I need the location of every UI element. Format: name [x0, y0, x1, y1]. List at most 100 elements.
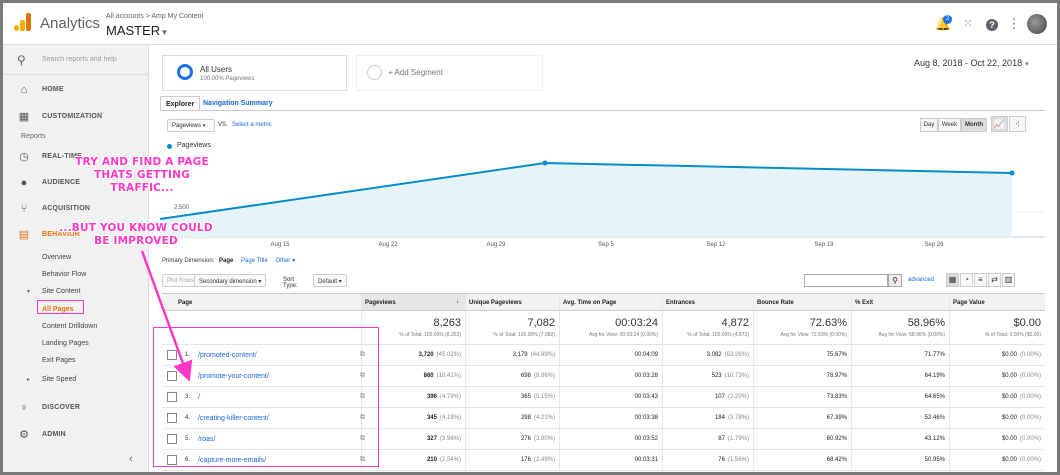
col-header-label: Unique Pageviews	[469, 300, 522, 306]
sidebar-search[interactable]: ⚲ Search reports and help	[3, 45, 149, 75]
avatar[interactable]	[1027, 14, 1047, 34]
page-link[interactable]: /capture-more-emails/	[198, 457, 267, 464]
table-search-input[interactable]	[804, 274, 888, 287]
col-header-avg-time[interactable]: Avg. Time on Page	[560, 294, 663, 310]
col-header-unique-pageviews[interactable]: Unique Pageviews	[466, 294, 560, 310]
sidebar-item-label: CUSTOMIZATION	[42, 113, 103, 120]
line-chart-icon[interactable]: 📈	[991, 116, 1008, 132]
sidebar-sub-site-speed[interactable]: ▸ Site Speed	[27, 376, 76, 383]
account-selector[interactable]: MASTER ▾	[106, 23, 167, 38]
entrances-cell: 184 (3.78%)	[663, 408, 754, 428]
advanced-filter-link[interactable]: advanced	[908, 277, 935, 283]
dimension-page[interactable]: Page	[219, 258, 234, 264]
total-value: 58.96%	[907, 317, 945, 329]
analytics-logo-icon[interactable]	[14, 13, 32, 31]
bounce-rate-cell: 73.83%	[754, 387, 852, 407]
sidebar-sub-overview[interactable]: Overview	[42, 254, 72, 261]
dimension-other[interactable]: Other ▾	[275, 258, 296, 264]
more-vert-icon[interactable]: ⋮	[1007, 16, 1021, 31]
pageviews-cell: 210 (2.54%)	[362, 450, 466, 470]
page-link[interactable]: /promote-your-content/	[198, 373, 269, 380]
row-checkbox[interactable]	[167, 392, 177, 402]
row-checkbox[interactable]	[167, 434, 177, 444]
exit-value: 43.12%	[924, 436, 945, 442]
percentage-view-icon[interactable]: ◔	[960, 273, 973, 287]
metric-select[interactable]: Pageviews ▾	[167, 119, 215, 132]
segment-all-users[interactable]: All Users 100.00% Pageviews	[162, 55, 347, 91]
col-header-bounce-rate[interactable]: Bounce Rate	[754, 294, 852, 310]
apps-grid-icon[interactable]: ⁙	[963, 18, 973, 30]
sidebar-item-discover[interactable]: ♀ DISCOVER	[3, 398, 149, 418]
comparison-view-icon[interactable]: ⇄	[988, 273, 1001, 287]
pageviews-value: 396	[426, 394, 437, 400]
col-header-label: Avg. Time on Page	[563, 300, 617, 306]
sidebar-sub-content-drilldown[interactable]: Content Drilldown	[42, 323, 98, 330]
account-breadcrumb[interactable]: All accounts > Amp My Content	[106, 13, 204, 20]
add-segment-label: + Add Segment	[388, 68, 443, 77]
row-checkbox[interactable]	[167, 455, 177, 465]
secondary-dimension-select[interactable]: Secondary dimension ▾	[194, 274, 267, 287]
tab-navigation-summary[interactable]: Navigation Summary	[203, 100, 273, 107]
sidebar-sub-behavior-flow[interactable]: Behavior Flow	[42, 271, 87, 278]
col-header-page-value[interactable]: Page Value	[950, 294, 1045, 310]
open-external-icon[interactable]: ⧉	[360, 393, 365, 400]
avg-time-cell: 00:03:43	[560, 387, 663, 407]
sidebar-item-customization[interactable]: ▦ CUSTOMIZATION	[3, 107, 149, 127]
unique-pageviews-value: 298	[520, 415, 531, 421]
page-value-percent: (0.00%)	[1019, 457, 1041, 463]
exit-cell: 43.12%	[852, 429, 950, 449]
help-icon[interactable]: ?	[985, 17, 999, 31]
page-link[interactable]: /creating-killer-content/	[198, 415, 269, 422]
open-external-icon[interactable]: ⧉	[360, 456, 365, 463]
open-external-icon[interactable]: ⧉	[360, 435, 365, 442]
bounce-rate-cell: 75.67%	[754, 345, 852, 365]
table-row: 6./capture-more-emails/⧉ 210 (2.54%) 176 (2.…	[162, 450, 1045, 471]
sidebar-item-realtime[interactable]: ◷ REAL-TIME	[3, 147, 149, 167]
col-header-page[interactable]: Page	[162, 294, 362, 310]
pivot-view-icon[interactable]: ▥	[1002, 273, 1015, 287]
sidebar-item-admin[interactable]: ⚙ ADMIN	[3, 425, 149, 445]
bounce-rate-value: 68.42%	[826, 457, 847, 463]
add-segment-button[interactable]: + Add Segment	[356, 55, 543, 91]
performance-view-icon[interactable]: ≡	[974, 273, 987, 287]
select-metric-link[interactable]: Select a metric	[232, 122, 272, 128]
clock-icon: ◷	[19, 151, 29, 163]
bounce-rate-cell: 60.92%	[754, 429, 852, 449]
granularity-week-button[interactable]: Week	[938, 118, 961, 132]
sidebar-item-audience[interactable]: ● AUDIENCE	[3, 173, 149, 193]
date-range-picker[interactable]: Aug 8, 2018 - Oct 22, 2018 ▾	[914, 58, 1029, 68]
page-link[interactable]: /promoted-content/	[198, 352, 257, 359]
dimension-page-title[interactable]: Page Title	[241, 258, 268, 264]
granularity-month-button[interactable]: Month	[961, 118, 987, 132]
tab-explorer[interactable]: Explorer	[160, 96, 201, 111]
page-link[interactable]: /	[198, 394, 200, 401]
page-link[interactable]: /roas/	[198, 436, 216, 443]
sidebar-sub-label: Site Content	[42, 288, 81, 295]
sort-type-select[interactable]: Default ▾	[313, 274, 347, 287]
col-header-label: Page Value	[953, 300, 985, 306]
pageviews-cell: 396 (4.79%)	[362, 387, 466, 407]
col-header-pageviews[interactable]: Pageviews ↓	[362, 294, 466, 310]
motion-chart-icon[interactable]: ⁖	[1009, 116, 1026, 132]
open-external-icon[interactable]: ⧉	[360, 351, 365, 358]
granularity-day-button[interactable]: Day	[920, 118, 938, 132]
sidebar-item-acquisition[interactable]: ⑂ ACQUISITION	[3, 199, 149, 219]
total-cell: 7,082 % of Total: 100.00% (7,082)	[466, 311, 560, 344]
home-icon: ⌂	[20, 84, 28, 96]
open-external-icon[interactable]: ⧉	[360, 414, 365, 421]
sidebar-sub-exit-pages[interactable]: Exit Pages	[42, 357, 76, 364]
sidebar-sub-all-pages[interactable]: All Pages	[42, 306, 74, 313]
search-input[interactable]: Search reports and help	[42, 56, 117, 63]
open-external-icon[interactable]: ⧉	[360, 372, 365, 379]
sidebar-item-behavior[interactable]: ▤ BEHAVIOR	[3, 225, 149, 245]
row-checkbox[interactable]	[167, 413, 177, 423]
col-header-entrances[interactable]: Entrances	[663, 294, 754, 310]
collapse-sidebar-icon[interactable]: ‹	[129, 453, 133, 465]
search-icon[interactable]: ⚲	[888, 274, 902, 287]
sidebar-item-home[interactable]: ⌂ HOME	[3, 80, 149, 100]
data-view-icon[interactable]: ▦	[946, 273, 959, 287]
sidebar-sub-site-content[interactable]: ▾ Site Content	[27, 288, 81, 295]
col-header-exit[interactable]: % Exit	[852, 294, 950, 310]
unique-pageviews-percent: (4.21%)	[533, 415, 555, 421]
sidebar-sub-landing-pages[interactable]: Landing Pages	[42, 340, 89, 347]
